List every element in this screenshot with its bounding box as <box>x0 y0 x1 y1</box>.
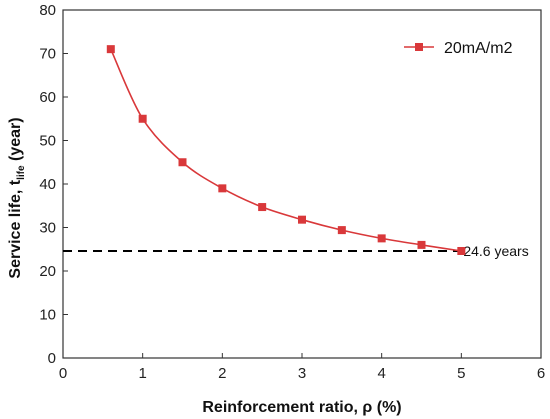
data-point <box>377 234 386 243</box>
data-point <box>457 246 466 255</box>
plot-frame <box>62 9 542 359</box>
reference-layer: 24.6 years <box>63 243 529 259</box>
y-tick-label: 10 <box>39 307 56 324</box>
y-tick-label: 80 <box>39 2 56 19</box>
y-tick-label: 40 <box>39 176 56 193</box>
x-tick-label: 0 <box>59 365 67 382</box>
x-axis-title: Reinforcement ratio, ρ (%) <box>202 399 401 416</box>
series-layer <box>106 45 466 255</box>
y-tick-label: 0 <box>48 350 56 367</box>
x-tick-label: 4 <box>377 365 385 382</box>
y-tick-label: 60 <box>39 89 56 106</box>
annotation-label: 24.6 years <box>463 243 528 259</box>
data-point <box>417 240 426 249</box>
y-axis-title-subscript: life <box>16 165 27 180</box>
legend-marker <box>415 43 423 51</box>
data-point <box>106 45 115 54</box>
data-point <box>138 114 147 123</box>
legend: 20mA/m2 <box>404 40 513 57</box>
x-tick-label: 2 <box>218 365 226 382</box>
y-tick-label: 30 <box>39 220 56 237</box>
x-tick-label: 3 <box>298 365 306 382</box>
y-tick-label: 70 <box>39 46 56 63</box>
data-point <box>337 226 346 235</box>
y-tick-label: 20 <box>39 263 56 280</box>
x-tick-label: 1 <box>138 365 146 382</box>
data-point <box>298 215 306 224</box>
y-axis-title-tail: (year) <box>7 117 24 165</box>
plot-border <box>62 9 542 359</box>
data-point <box>258 203 267 212</box>
data-point <box>218 184 227 193</box>
y-tick-label: 50 <box>39 133 56 150</box>
series-line <box>110 48 462 252</box>
x-tick-label: 6 <box>537 365 545 382</box>
y-axis-title: Service life, tlife (year) <box>7 117 27 278</box>
data-point <box>178 158 187 167</box>
y-axis-title-main: Service life, t <box>7 179 24 278</box>
x-tick-label: 5 <box>457 365 465 382</box>
legend-label: 20mA/m2 <box>444 40 513 57</box>
